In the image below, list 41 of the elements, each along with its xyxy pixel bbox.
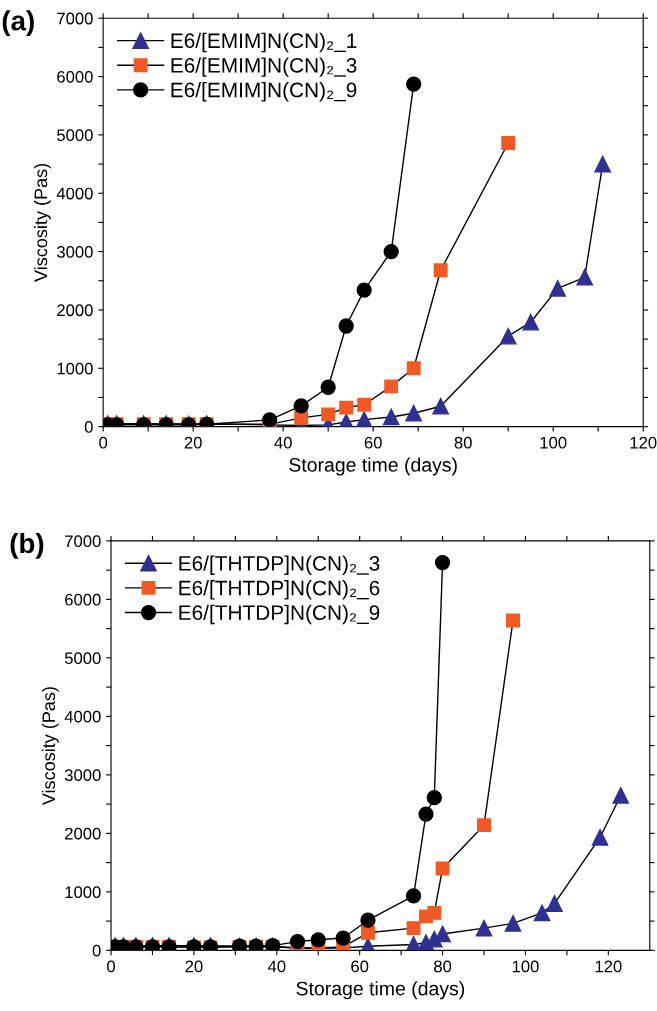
y-tick-label: 6000 — [65, 593, 101, 606]
y-tick-label: 2000 — [65, 827, 101, 840]
y-tick-label: 0 — [92, 944, 101, 957]
y-tick-label: 5000 — [64, 652, 101, 665]
x-axis-title: Storage time (days) — [296, 981, 465, 1000]
x-tick-label: 120 — [595, 960, 622, 973]
x-axis-title: Storage time (days) — [289, 457, 457, 476]
x-tick-label: 60 — [364, 436, 382, 449]
y-axis-title: Viscosity (Pas) — [41, 687, 59, 806]
y-tick-label: 4000 — [56, 187, 93, 200]
x-tick-label: 80 — [434, 960, 452, 973]
legend-label: E6/[EMIM]N(CN)₂_3 — [171, 57, 357, 77]
y-tick-label: 3000 — [56, 246, 93, 258]
y-tick-label: 5000 — [57, 129, 93, 142]
x-tick-label: 120 — [630, 436, 657, 449]
y-tick-label: 1000 — [65, 886, 101, 899]
x-tick-label: 0 — [107, 960, 116, 973]
text: (b) — [10, 532, 44, 559]
y-tick-label: 6000 — [57, 70, 93, 83]
legend-label: E6/[THTDP]N(CN)₂_6 — [179, 580, 380, 600]
legend-label: E6/[EMIM]N(CN)₂_9 — [171, 82, 357, 102]
legend-label: E6/[THTDP]N(CN)₂_3 — [179, 555, 380, 575]
y-tick-label: 2000 — [57, 304, 93, 317]
x-tick-label: 100 — [540, 436, 567, 449]
legend-label: E6/[THTDP]N(CN)₂_9 — [179, 604, 380, 625]
text: (a) — [2, 10, 34, 37]
y-axis-title: Viscosity (Pas) — [33, 164, 51, 282]
x-tick-label: 60 — [351, 960, 369, 973]
y-tick-label: 7000 — [57, 12, 93, 25]
x-tick-label: 20 — [184, 436, 202, 449]
y-tick-label: 3000 — [64, 769, 101, 782]
x-tick-label: 20 — [185, 960, 203, 973]
y-tick-label: 0 — [84, 421, 93, 433]
legend-label: E6/[EMIM]N(CN)₂_1 — [171, 32, 357, 53]
x-tick-label: 40 — [267, 960, 286, 973]
y-tick-label: 4000 — [64, 710, 101, 723]
y-tick-label: 1000 — [57, 362, 93, 375]
x-tick-label: 40 — [274, 436, 292, 449]
y-tick-label: 7000 — [65, 535, 101, 548]
x-tick-label: 100 — [512, 960, 539, 973]
x-tick-label: 80 — [454, 436, 472, 449]
